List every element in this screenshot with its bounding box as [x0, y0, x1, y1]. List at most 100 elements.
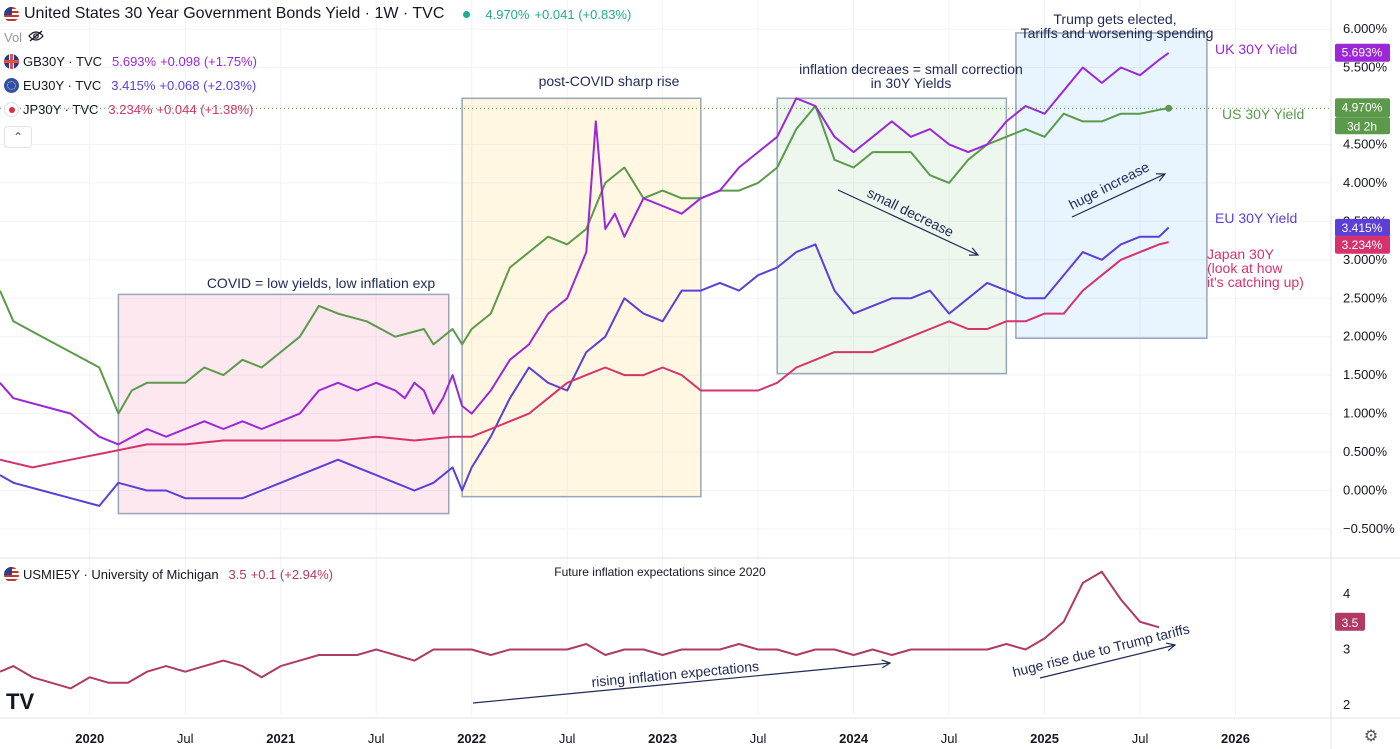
uk-price-tag: 5.693%	[1342, 46, 1383, 60]
main-legend: United States 30 Year Government Bonds Y…	[4, 5, 631, 25]
us-price-tag-bg	[1335, 98, 1390, 118]
series-line-uk	[0, 52, 1170, 446]
y-tick-label: 3.000%	[1343, 252, 1388, 267]
eye-slash-icon[interactable]	[28, 30, 44, 45]
series-line-us	[0, 105, 1169, 415]
status-dot-icon	[463, 10, 471, 18]
x-tick-label: Jul	[368, 731, 385, 746]
x-tick-label: Jul	[941, 731, 958, 746]
eu-price-tag: 3.415%	[1342, 221, 1383, 235]
settings-gear-icon[interactable]: ⚙	[1363, 728, 1379, 745]
legend-item-gb30y[interactable]: GB30Y · TVC 5.693% +0.098 (+1.75%)	[4, 54, 257, 69]
legend-value: 3.234%	[108, 102, 153, 117]
uk-price-tag-bg	[1335, 43, 1390, 62]
chevron-up-icon: ⌃	[12, 130, 24, 144]
annotation-trump-2: Tariffs and worsening spending	[1021, 25, 1214, 41]
legend-symbol: EU30Y · TVC	[23, 78, 102, 93]
collapse-legend-button[interactable]: ⌃	[4, 126, 32, 148]
jp-series-label: Japan 30Y	[1207, 246, 1275, 262]
x-tick-label: 2023	[648, 731, 677, 746]
legend-change: +0.044 (+1.38%)	[156, 102, 254, 117]
trump-region-box	[1015, 32, 1208, 339]
arrow-huge-increase-head	[1155, 173, 1167, 182]
post-covid-region-box	[461, 97, 702, 498]
y-tick-label: 4.500%	[1343, 136, 1388, 151]
arrow-huge-increase	[1071, 173, 1166, 218]
y-tick-label: 1.000%	[1343, 406, 1388, 421]
us-flag-icon	[4, 6, 19, 22]
jp-series-note: it's catching up)	[1207, 274, 1304, 290]
x-tick-label: Jul	[1132, 731, 1149, 746]
last-price-dot	[1165, 104, 1173, 112]
gb-flag-icon	[4, 54, 19, 69]
annotation-huge-rise: huge rise due to Trump tariffs	[1011, 620, 1191, 680]
us-countdown-tag: 3d 2h	[1347, 119, 1377, 133]
legend-item-eu30y[interactable]: EU30Y · TVC 3.415% +0.068 (+2.03%)	[4, 78, 256, 93]
annotation-rising: rising inflation expectations	[591, 658, 760, 690]
y-tick-label: 2	[1343, 697, 1350, 712]
main-price: 4.970%	[485, 6, 530, 22]
legend-change: +0.098 (+1.75%)	[160, 54, 257, 69]
series-line-mich	[0, 570, 1160, 690]
legend-item-jp30y[interactable]: JP30Y · TVC 3.234% +0.044 (+1.38%)	[4, 102, 253, 117]
y-tick-label: 1.500%	[1343, 367, 1388, 382]
covid-region-box	[117, 293, 450, 515]
x-tick-label: Jul	[559, 731, 576, 746]
annotation-post-covid: post-COVID sharp rise	[539, 73, 680, 89]
eu-series-label: EU 30Y Yield	[1215, 210, 1297, 226]
x-tick-label: 2025	[1030, 731, 1059, 746]
y-tick-label: 0.500%	[1343, 444, 1388, 459]
arrow-huge-rise-head	[1166, 642, 1177, 652]
volume-label[interactable]: Vol	[4, 30, 23, 45]
arrow-small-decrease	[837, 189, 979, 256]
x-tick-label: 2026	[1221, 731, 1250, 746]
x-tick-label: Jul	[750, 731, 767, 746]
us-countdown-bg	[1335, 117, 1390, 135]
sub-price-tag-bg	[1335, 612, 1365, 631]
eu-price-tag-bg	[1335, 218, 1390, 237]
x-tick-label: Jul	[177, 731, 194, 746]
y-tick-label: 4	[1343, 586, 1350, 601]
series-line-eu	[0, 226, 1170, 507]
x-tick-label: 2024	[839, 731, 869, 746]
tradingview-logo: TV	[6, 689, 34, 714]
y-tick-label: −0.500%	[1343, 521, 1395, 536]
jp-price-tag-bg	[1335, 235, 1390, 254]
series-line-jp	[0, 241, 1169, 469]
legend-symbol: USMIE5Y · University of Michigan	[23, 567, 219, 582]
legend-symbol: GB30Y · TVC	[23, 54, 102, 69]
main-title[interactable]: United States 30 Year Government Bonds Y…	[24, 5, 445, 22]
main-change: +0.041 (+0.83%)	[534, 6, 632, 22]
sub-price-tag: 3.5	[1342, 616, 1359, 630]
arrow-rising-expectations-head	[881, 659, 892, 669]
us-series-label: US 30Y Yield	[1222, 106, 1304, 122]
x-tick-label: 2020	[75, 731, 104, 746]
legend-symbol: JP30Y · TVC	[23, 102, 99, 117]
jp-price-tag: 3.234%	[1342, 238, 1383, 252]
us-flag-icon	[4, 567, 19, 582]
x-tick-label: 2021	[266, 731, 295, 746]
arrow-rising-expectations	[472, 662, 891, 704]
y-tick-label: 2.500%	[1343, 290, 1388, 305]
volume-row: Vol	[4, 30, 44, 45]
legend-change: +0.1 (+2.94%)	[250, 567, 334, 582]
y-tick-label: 4.000%	[1343, 175, 1388, 190]
legend-value: 5.693%	[112, 54, 157, 69]
sub-pane-title: Future inflation expectations since 2020	[554, 565, 766, 579]
jp-series-note: (look at how	[1207, 260, 1283, 276]
uk-series-label: UK 30Y Yield	[1215, 41, 1297, 57]
y-tick-label: 3	[1343, 642, 1350, 657]
y-tick-label: 5.500%	[1343, 60, 1388, 75]
legend-item-usmie5y[interactable]: USMIE5Y · University of Michigan 3.5 +0.…	[4, 567, 333, 582]
legend-change: +0.068 (+2.03%)	[159, 78, 257, 93]
legend-value: 3.415%	[111, 78, 156, 93]
legend-value: 3.5	[228, 567, 247, 582]
arrow-small-decrease-head	[968, 247, 980, 256]
y-tick-label: 2.000%	[1343, 329, 1388, 344]
x-tick-label: 2022	[457, 731, 486, 746]
eu-flag-icon	[4, 78, 19, 93]
us-price-tag: 4.970%	[1342, 100, 1383, 114]
y-tick-label: 0.000%	[1343, 483, 1388, 498]
jp-flag-icon	[4, 102, 19, 117]
